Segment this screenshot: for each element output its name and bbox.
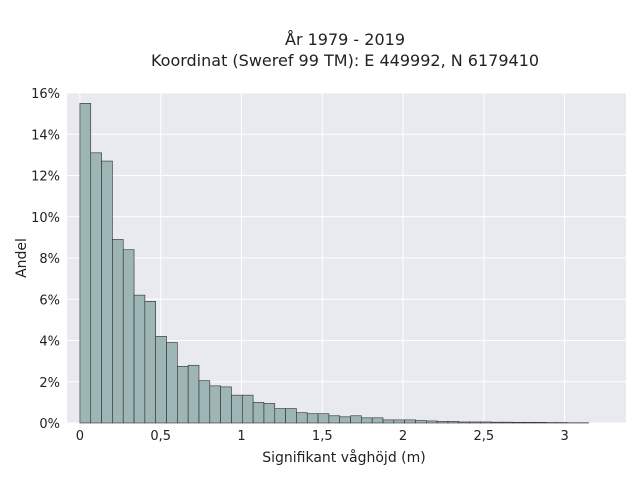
histogram-bar-32	[426, 420, 438, 424]
histogram-bar-39	[501, 421, 514, 424]
histogram-bar-1	[90, 152, 102, 424]
x-tick-label-0: 0	[76, 429, 84, 444]
histogram-bar-42	[534, 422, 546, 424]
y-tick-label-1: 2%	[39, 376, 60, 391]
histogram-bar-15	[241, 394, 254, 424]
chart-title: År 1979 - 2019	[285, 30, 405, 49]
y-tick-label-4: 8%	[39, 252, 60, 267]
histogram-bar-11	[198, 380, 211, 424]
histogram-bar-5	[133, 294, 146, 424]
histogram-bar-10	[187, 364, 200, 424]
histogram-bar-40	[512, 422, 525, 424]
y-axis-label: Andel	[14, 238, 30, 278]
histogram-bar-21	[306, 413, 319, 424]
histogram-bar-25	[350, 415, 362, 424]
histogram-bar-33	[436, 421, 449, 424]
histogram-bar-6	[144, 301, 156, 424]
histogram-bar-38	[490, 421, 503, 424]
histogram-bar-28	[382, 419, 395, 424]
histogram-bar-26	[361, 417, 373, 424]
plot-area: 0% 2% 4% 6% 8% 10% 12% 14% 16% 0 0,5 1 1,5 2 2,5 3	[31, 87, 626, 444]
y-tick-label-2: 4%	[39, 335, 60, 350]
histogram-bar-14	[231, 394, 243, 424]
histogram-bar-20	[296, 412, 308, 424]
x-tick-label-6: 3	[560, 429, 568, 444]
histogram-bar-3	[112, 239, 124, 424]
histogram-bar-7	[155, 336, 167, 424]
histogram-bar-2	[101, 160, 113, 424]
histogram-bar-24	[339, 416, 351, 424]
histogram-bar-9	[177, 365, 189, 424]
histogram-bar-4	[122, 249, 135, 424]
y-tick-label-3: 6%	[39, 293, 60, 308]
x-axis-label: Signifikant våghöjd (m)	[262, 449, 425, 466]
x-tick-label-5: 2,5	[473, 429, 494, 444]
histogram-bar-36	[469, 421, 481, 424]
y-tick-label-7: 14%	[31, 128, 60, 143]
x-tick-label-4: 2	[399, 429, 407, 444]
histogram-bar-35	[458, 421, 470, 424]
chart-subtitle: Koordinat (Sweref 99 TM): E 449992, N 61…	[151, 51, 539, 70]
histogram-bar-12	[209, 385, 221, 424]
histogram-bar-13	[220, 386, 232, 424]
x-tick-label-2: 1	[237, 429, 245, 444]
histogram-bar-29	[393, 419, 405, 424]
histogram-bar-41	[523, 422, 535, 424]
y-tick-label-5: 10%	[31, 211, 60, 226]
histogram-bar-8	[166, 342, 178, 424]
histogram-bar-16	[252, 402, 265, 424]
histogram-bar-27	[371, 417, 384, 424]
histogram-bar-0	[79, 103, 92, 424]
histogram-bar-31	[415, 420, 427, 424]
x-tick-label-3: 1,5	[312, 429, 333, 444]
histogram-bar-30	[404, 419, 416, 424]
histogram-bar-18	[274, 408, 286, 424]
histogram-bar-19	[285, 408, 297, 424]
histogram-bar-22	[317, 413, 330, 424]
histogram-bar-37	[480, 421, 492, 424]
histogram-bar-17	[263, 403, 276, 424]
histogram-bar-23	[328, 415, 341, 424]
x-tick-label-1: 0,5	[150, 429, 171, 444]
histogram-bar-34	[447, 421, 460, 424]
y-tick-label-6: 12%	[31, 170, 60, 185]
y-tick-label-8: 16%	[31, 87, 60, 102]
y-tick-label-0: 0%	[39, 417, 60, 432]
